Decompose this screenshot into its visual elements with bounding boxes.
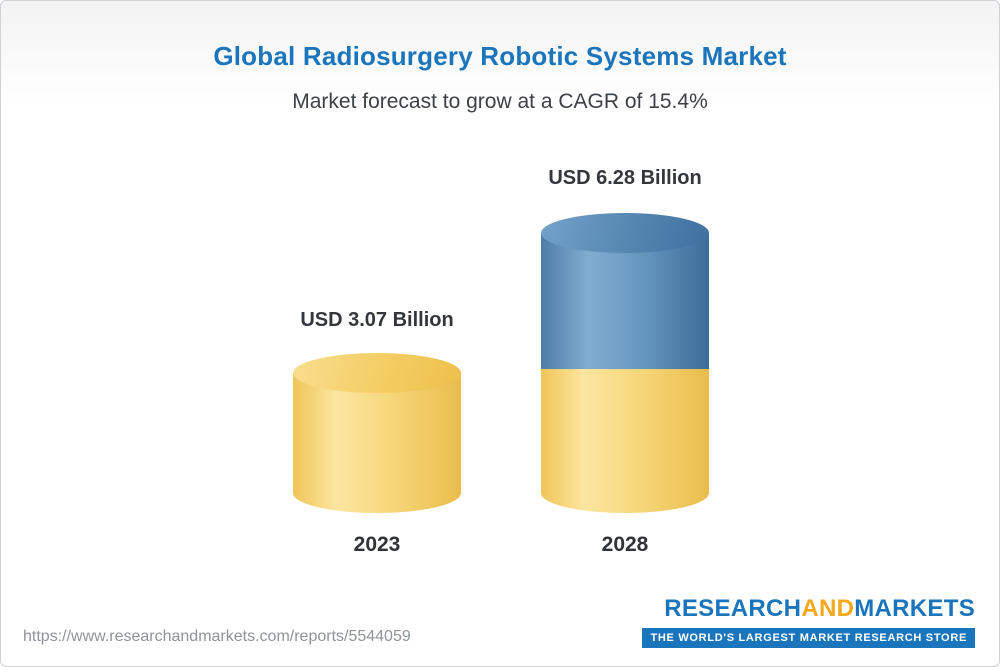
- research-and-markets-logo: RESEARCHANDMARKETS THE WORLD'S LARGEST M…: [642, 595, 975, 648]
- logo-wordmark: RESEARCHANDMARKETS: [642, 595, 975, 623]
- logo-word-markets: MARKETS: [854, 595, 975, 622]
- logo-word-and: AND: [801, 595, 855, 622]
- value-label-2023: USD 3.07 Billion: [300, 309, 454, 331]
- page-subtitle: Market forecast to grow at a CAGR of 15.…: [292, 90, 708, 113]
- page-title: Global Radiosurgery Robotic Systems Mark…: [213, 41, 787, 71]
- logo-word-research: RESEARCH: [664, 595, 802, 622]
- category-label-2023: 2023: [353, 533, 401, 556]
- bar-2023-body: [293, 373, 461, 513]
- bar-2028-base-segment: [541, 369, 709, 513]
- bar-2028: [541, 213, 709, 513]
- chart-header: Global Radiosurgery Robotic Systems Mark…: [1, 41, 999, 114]
- category-label-2028: 2028: [601, 533, 649, 556]
- bar-2028-growth-segment: [541, 233, 709, 369]
- bar-2023-top-ellipse: [293, 353, 461, 393]
- bar-2028-top-ellipse: [541, 213, 709, 253]
- value-label-2028: USD 6.28 Billion: [548, 167, 702, 189]
- report-url-link[interactable]: https://www.researchandmarkets.com/repor…: [23, 628, 411, 645]
- logo-tagline: THE WORLD'S LARGEST MARKET RESEARCH STOR…: [642, 628, 975, 648]
- bar-2023: [293, 353, 461, 513]
